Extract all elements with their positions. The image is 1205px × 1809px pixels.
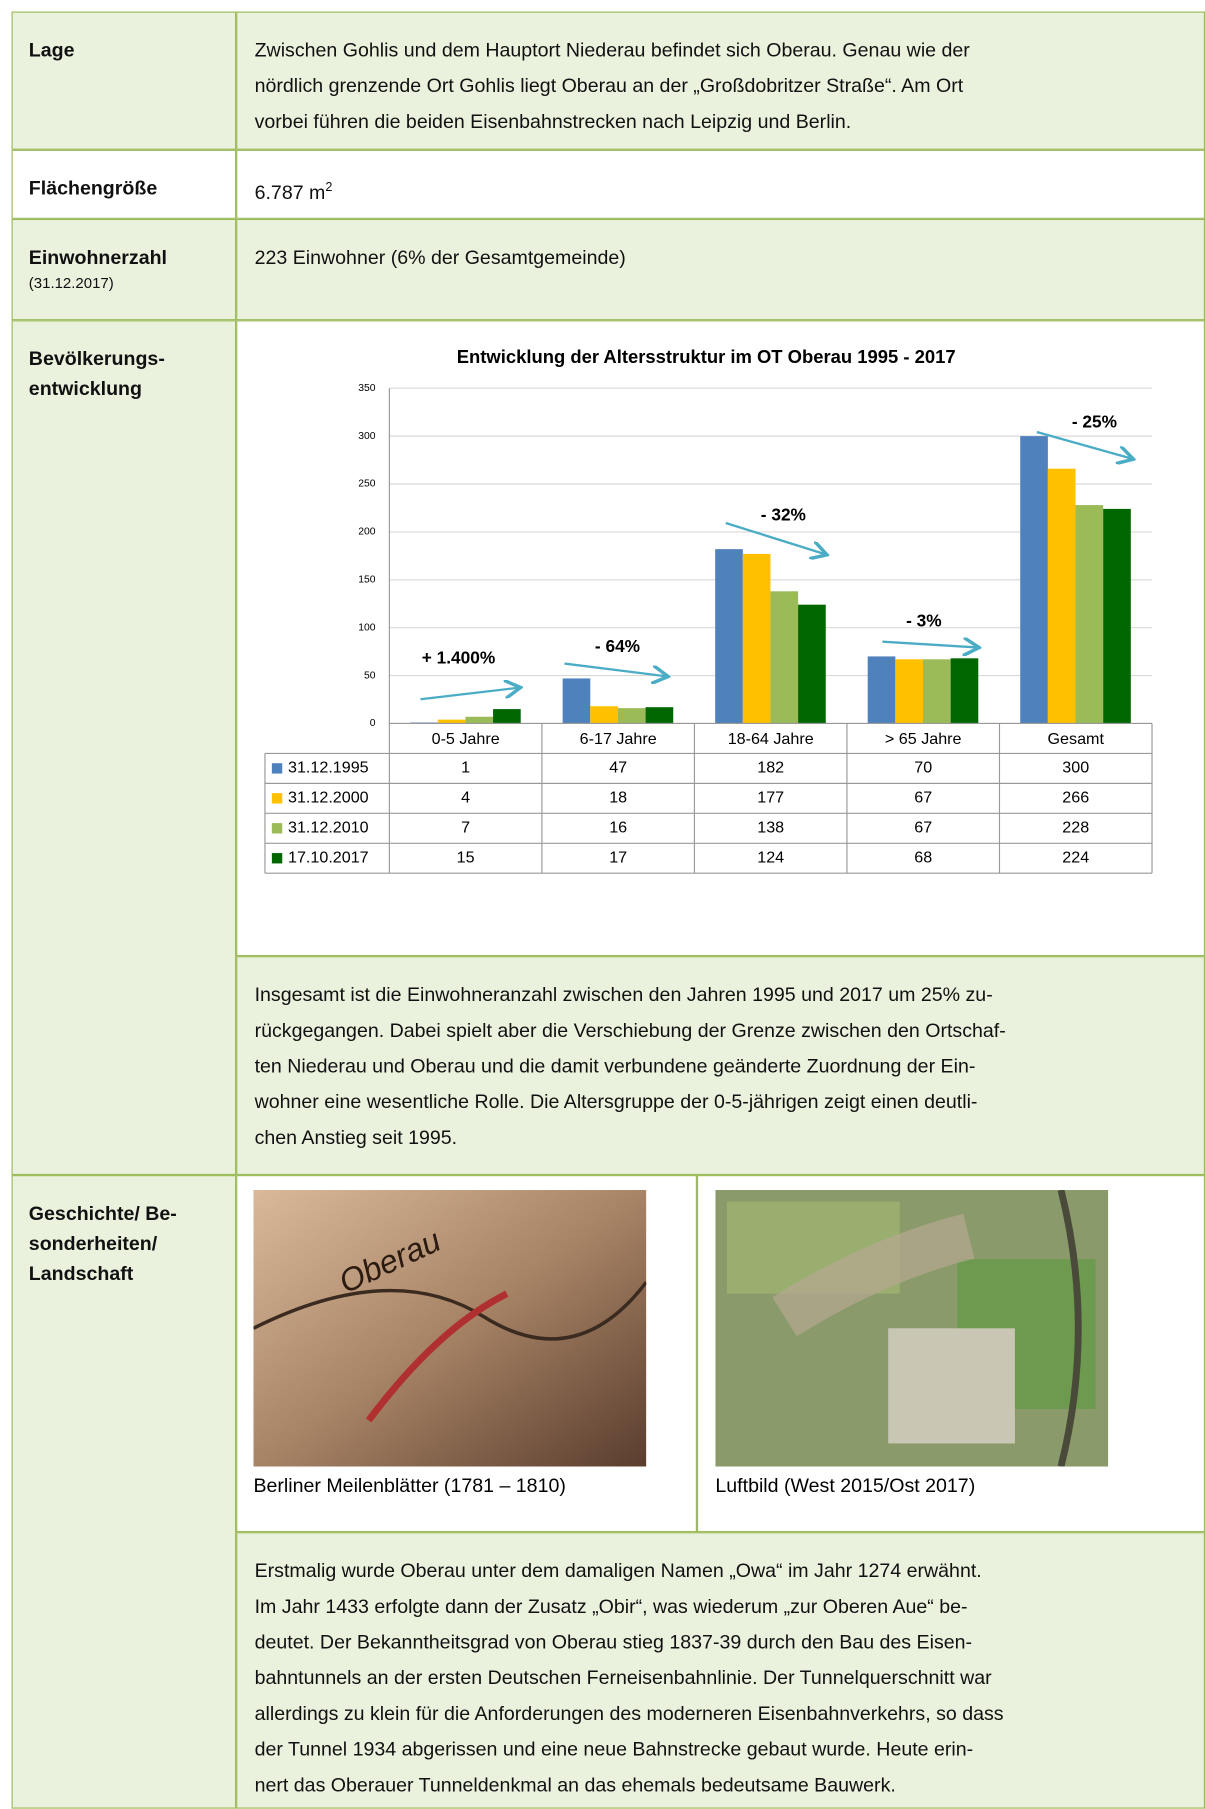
text-line: der Tunnel 1934 abgerissen und eine neue… bbox=[255, 1731, 1204, 1767]
x-tick-label: 18-64 Jahre bbox=[728, 730, 814, 748]
table-value: 300 bbox=[1062, 759, 1089, 777]
trend-arrow bbox=[882, 642, 976, 648]
text-line: wohner eine wesentliche Rolle. Die Alter… bbox=[255, 1084, 1204, 1120]
y-tick-label: 300 bbox=[358, 431, 376, 442]
table-value: 4 bbox=[461, 789, 470, 807]
bar bbox=[493, 709, 521, 723]
bar bbox=[798, 605, 826, 724]
annotation: + 1.400% bbox=[422, 648, 495, 668]
bar bbox=[465, 717, 493, 724]
bar bbox=[715, 549, 743, 723]
table-value: 7 bbox=[461, 819, 470, 837]
table-value: 70 bbox=[914, 759, 932, 777]
text-line: ten Niederau und Oberau und die damit ve… bbox=[255, 1048, 1204, 1084]
trend-arrow bbox=[564, 664, 665, 677]
text-line: Insgesamt ist die Einwohneranzahl zwisch… bbox=[255, 977, 1204, 1013]
legend-swatch bbox=[272, 823, 282, 833]
y-tick-label: 150 bbox=[358, 575, 376, 586]
annotation: - 32% bbox=[761, 505, 806, 525]
bar bbox=[770, 591, 798, 723]
legend-swatch bbox=[272, 793, 282, 803]
text-line: bahntunnels an der ersten Deutschen Fern… bbox=[255, 1660, 1204, 1696]
text-line: deutet. Der Bekanntheitsgrad von Oberau … bbox=[255, 1624, 1204, 1660]
text-line: chen Anstieg seit 1995. bbox=[255, 1120, 1204, 1156]
chart: Entwicklung der Altersstruktur im OT Obe… bbox=[0, 0, 1205, 956]
legend-swatch bbox=[272, 763, 282, 773]
annotation: - 3% bbox=[906, 611, 942, 631]
y-tick-label: 0 bbox=[370, 718, 376, 729]
table-value: 177 bbox=[757, 789, 784, 807]
bar bbox=[868, 656, 896, 723]
text-cell: Insgesamt ist die Einwohneranzahl zwisch… bbox=[236, 956, 1205, 1175]
document: Lage Zwischen Gohlis und dem Hauptort Ni… bbox=[0, 0, 1205, 1809]
annotation: - 64% bbox=[595, 636, 640, 656]
bar bbox=[618, 708, 646, 723]
page: Lage Zwischen Gohlis und dem Hauptort Ni… bbox=[0, 0, 1205, 1809]
table-value: 16 bbox=[609, 819, 627, 837]
aerial-image bbox=[715, 1190, 1108, 1466]
table-value: 18 bbox=[609, 789, 627, 807]
table-value: 67 bbox=[914, 819, 932, 837]
table-value: 124 bbox=[757, 849, 784, 867]
x-tick-label: Gesamt bbox=[1048, 730, 1105, 748]
text-cell: Erstmalig wurde Oberau unter dem damalig… bbox=[236, 1532, 1205, 1808]
y-tick-label: 100 bbox=[358, 622, 376, 633]
y-tick-label: 350 bbox=[358, 383, 376, 394]
x-tick-label: > 65 Jahre bbox=[885, 730, 962, 748]
label-cell: Geschichte/ Be-sonderheiten/Landschaft bbox=[12, 1175, 237, 1809]
bar bbox=[1076, 505, 1104, 723]
bar bbox=[743, 554, 771, 724]
table-value: 228 bbox=[1062, 819, 1089, 837]
text-line: Im Jahr 1433 erfolgte dann der Zusatz „O… bbox=[255, 1589, 1204, 1625]
legend-label: 31.12.1995 bbox=[288, 759, 369, 777]
y-tick-label: 200 bbox=[358, 527, 376, 538]
text-line: Geschichte/ Be- bbox=[29, 1199, 235, 1229]
x-tick-label: 0-5 Jahre bbox=[432, 730, 500, 748]
bar bbox=[563, 678, 591, 723]
trend-arrow bbox=[420, 688, 518, 700]
table-value: 17 bbox=[609, 849, 627, 867]
table-value: 15 bbox=[457, 849, 475, 867]
image-caption: Luftbild (West 2015/Ost 2017) bbox=[715, 1475, 975, 1498]
bar bbox=[590, 706, 618, 723]
map-image: Oberau bbox=[253, 1190, 646, 1466]
table-value: 67 bbox=[914, 789, 932, 807]
text-line: Erstmalig wurde Oberau unter dem damalig… bbox=[255, 1553, 1204, 1589]
legend-swatch bbox=[272, 853, 282, 863]
image-caption: Berliner Meilenblätter (1781 – 1810) bbox=[253, 1475, 565, 1498]
bar bbox=[1048, 469, 1076, 724]
table-value: 1 bbox=[461, 759, 470, 777]
bar bbox=[1020, 436, 1048, 723]
y-tick-label: 50 bbox=[364, 670, 376, 681]
x-tick-label: 6-17 Jahre bbox=[580, 730, 657, 748]
text-line: sonderheiten/ bbox=[29, 1229, 235, 1259]
chart-title: Entwicklung der Altersstruktur im OT Obe… bbox=[457, 346, 956, 367]
bar bbox=[646, 707, 674, 723]
y-tick-label: 250 bbox=[358, 479, 376, 490]
legend-label: 17.10.2017 bbox=[288, 849, 369, 867]
bar bbox=[951, 658, 979, 723]
table-value: 138 bbox=[757, 819, 784, 837]
bar bbox=[1103, 509, 1131, 724]
table-value: 47 bbox=[609, 759, 627, 777]
table-value: 266 bbox=[1062, 789, 1089, 807]
legend-label: 31.12.2000 bbox=[288, 789, 369, 807]
text-line: Landschaft bbox=[29, 1259, 235, 1289]
text-line: allerdings zu klein für die Anforderunge… bbox=[255, 1696, 1204, 1732]
table-value: 182 bbox=[757, 759, 784, 777]
bar bbox=[923, 659, 951, 723]
table-value: 224 bbox=[1062, 849, 1089, 867]
text-line: rückgegangen. Dabei spielt aber die Vers… bbox=[255, 1013, 1204, 1049]
legend-label: 31.12.2010 bbox=[288, 819, 369, 837]
annotation: - 25% bbox=[1072, 411, 1117, 431]
text-line: nert das Oberauer Tunneldenkmal an das e… bbox=[255, 1767, 1204, 1803]
bar bbox=[895, 659, 923, 723]
table-value: 68 bbox=[914, 849, 932, 867]
